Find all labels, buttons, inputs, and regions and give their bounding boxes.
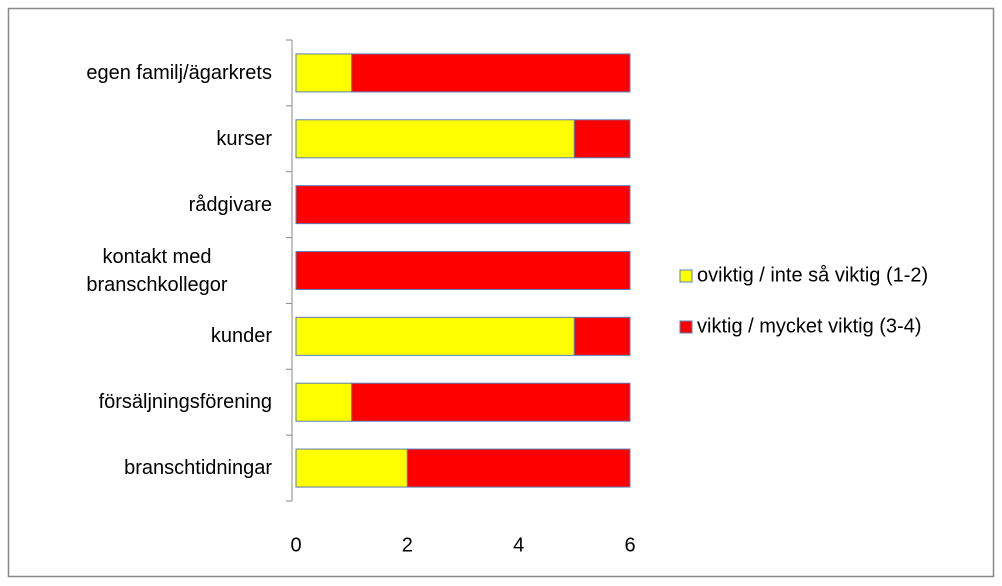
bar <box>295 185 631 225</box>
x-tick-label: 4 <box>513 534 524 556</box>
x-tick-label: 6 <box>624 534 635 556</box>
y-tick-label-box: rådgivare <box>22 172 272 238</box>
bar <box>295 448 408 488</box>
bar <box>406 448 631 488</box>
legend-swatch <box>679 320 693 334</box>
y-tick-label: branschtidningar <box>124 457 272 480</box>
y-tick-label: kurser <box>216 127 272 150</box>
bar <box>573 119 631 159</box>
y-tick-label: egen familj/ägarkrets <box>86 62 272 84</box>
bar <box>573 316 631 356</box>
y-tick-label-box: branschtidningar <box>22 435 272 501</box>
y-tick-label-box: kunder <box>22 303 272 369</box>
legend-swatch <box>679 269 693 283</box>
legend-label: viktig / mycket viktig (3-4) <box>697 315 921 337</box>
y-tick-label-wrap: kunder <box>22 303 272 369</box>
y-tick-label-box: försäljningsförening <box>22 369 272 435</box>
bar <box>351 382 631 422</box>
y-tick-label-wrap: rådgivare <box>22 172 272 238</box>
y-tick-label-wrap: kontakt med branschkollegor <box>22 238 272 304</box>
bar <box>295 53 353 93</box>
bar <box>351 53 631 93</box>
y-tick-label: kunder <box>210 325 272 348</box>
legend-label: oviktig / inte så viktig (1-2) <box>697 264 928 286</box>
bar <box>295 382 353 422</box>
y-tick-label-wrap: branschtidningar <box>22 435 272 501</box>
y-tick-label: rådgivare <box>188 193 272 216</box>
y-tick-label: kontakt med branschkollegor <box>86 245 228 296</box>
y-tick-label-box: kurser <box>22 106 272 172</box>
y-tick-label-wrap: försäljningsförening <box>22 369 272 435</box>
y-tick-label-box: egen familj/ägarkrets <box>22 40 272 106</box>
x-tick-label: 2 <box>402 534 413 556</box>
y-tick-label: försäljningsförening <box>98 391 272 414</box>
y-tick-label-box: kontakt med branschkollegor <box>22 238 272 304</box>
bar <box>295 316 575 356</box>
y-tick-label-wrap: egen familj/ägarkrets <box>22 40 272 106</box>
bar <box>295 119 575 159</box>
bar <box>295 251 631 290</box>
x-tick-label: 0 <box>290 534 301 556</box>
y-tick-label-wrap: kurser <box>22 106 272 172</box>
